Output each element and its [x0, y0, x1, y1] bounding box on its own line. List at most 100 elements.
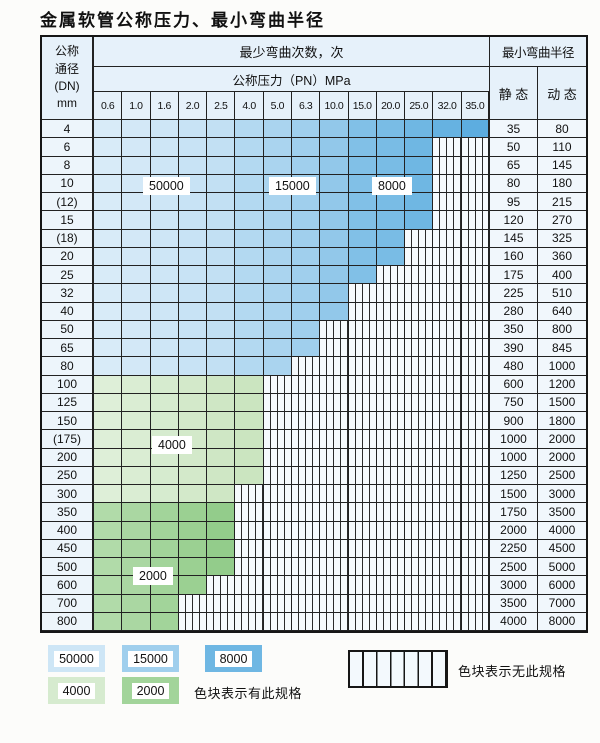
spec-cell: [292, 412, 321, 431]
spec-cell: [94, 503, 123, 522]
spec-cell: [292, 430, 321, 449]
spec-cell: [433, 320, 462, 339]
static-radius-value: 600: [490, 375, 538, 394]
dynamic-radius-value: 800: [538, 320, 586, 339]
spec-cell: [207, 612, 236, 631]
static-radius-value: 2500: [490, 558, 538, 577]
spec-cell: [207, 229, 236, 248]
pressure-col-header: 1.0: [122, 92, 151, 120]
spec-cell: [292, 120, 321, 139]
spec-cell: [94, 412, 123, 431]
spec-cell: [433, 503, 462, 522]
static-radius-value: 3500: [490, 594, 538, 613]
dn-cell: (18): [42, 229, 94, 248]
spec-cell: [122, 448, 151, 467]
spec-cell: [263, 430, 292, 449]
spec-cell: [433, 193, 462, 212]
pressure-col-header: 2.5: [207, 92, 236, 120]
dynamic-radius-value: 1000: [538, 357, 586, 376]
spec-cell: [235, 412, 264, 431]
spec-cell: [150, 485, 179, 504]
dynamic-radius-value: 6000: [538, 576, 586, 595]
spec-cell: [235, 138, 264, 157]
spec-cell: [150, 138, 179, 157]
spec-cell: [292, 247, 321, 266]
spec-cell: [461, 339, 490, 358]
spec-cell: [320, 485, 349, 504]
spec-cell: [433, 466, 462, 485]
spec-cell: [263, 211, 292, 230]
static-radius-value: 1750: [490, 503, 538, 522]
legend-swatch: 2000: [122, 677, 179, 704]
spec-cell: [348, 576, 377, 595]
spec-cell: [178, 211, 208, 230]
spec-cell: [263, 247, 292, 266]
spec-cell: [292, 302, 321, 321]
available-note: 色块表示有此规格: [194, 686, 303, 701]
spec-cell: [207, 247, 236, 266]
spec-cell: [405, 339, 434, 358]
dn-cell: 200: [42, 448, 94, 467]
spec-cell: [207, 412, 236, 431]
spec-cell: [320, 576, 349, 595]
spec-cell: [320, 448, 349, 467]
spec-cell: [348, 357, 377, 376]
spec-cell: [122, 539, 151, 558]
corner-line: 通径: [54, 61, 79, 76]
spec-cell: [207, 430, 236, 449]
spec-cell: [376, 485, 406, 504]
dynamic-radius-value: 4500: [538, 539, 586, 558]
no-spec-swatch: [348, 650, 448, 688]
static-radius-value: 4000: [490, 612, 538, 631]
spec-cell: [178, 539, 208, 558]
spec-cell: [150, 521, 179, 540]
spec-cell: [405, 120, 434, 139]
spec-cell: [94, 576, 123, 595]
nominal-pressure-header: 公称压力（PN）MPa: [94, 67, 490, 92]
spec-cell: [405, 302, 434, 321]
dynamic-radius-value: 215: [538, 193, 586, 212]
spec-cell: [348, 284, 377, 303]
static-radius-value: 50: [490, 138, 538, 157]
spec-cell: [320, 503, 349, 522]
spec-cell: [292, 375, 321, 394]
spec-cell: [376, 211, 406, 230]
spec-cell: [122, 412, 151, 431]
spec-cell: [207, 375, 236, 394]
dynamic-column-header: 动 态: [538, 67, 586, 120]
spec-cell: [376, 448, 406, 467]
spec-cell: [122, 375, 151, 394]
spec-cell: [348, 448, 377, 467]
dn-cell: 350: [42, 503, 94, 522]
spec-cell: [207, 211, 236, 230]
cycle-label: 50000: [143, 177, 190, 195]
dynamic-radius-value: 1800: [538, 412, 586, 431]
static-radius-value: 2000: [490, 521, 538, 540]
spec-cell: [405, 521, 434, 540]
spec-cell: [433, 302, 462, 321]
spec-cell: [292, 576, 321, 595]
spec-cell: [207, 393, 236, 412]
spec-cell: [348, 393, 377, 412]
dn-cell: 6: [42, 138, 94, 157]
spec-cell: [150, 393, 179, 412]
spec-cell: [207, 357, 236, 376]
spec-cell: [461, 448, 490, 467]
dynamic-radius-value: 80: [538, 120, 586, 139]
spec-cell: [433, 448, 462, 467]
spec-cell: [433, 412, 462, 431]
dn-cell: 65: [42, 339, 94, 358]
spec-cell: [150, 156, 179, 175]
dn-cell: 600: [42, 576, 94, 595]
spec-cell: [292, 266, 321, 285]
spec-cell: [461, 576, 490, 595]
spec-cell: [150, 247, 179, 266]
spec-cell: [376, 430, 406, 449]
spec-cell: [433, 558, 462, 577]
spec-cell: [405, 594, 434, 613]
spec-cell: [348, 229, 377, 248]
dynamic-radius-value: 1500: [538, 393, 586, 412]
spec-cell: [94, 211, 123, 230]
spec-cell: [461, 229, 490, 248]
spec-cell: [207, 138, 236, 157]
